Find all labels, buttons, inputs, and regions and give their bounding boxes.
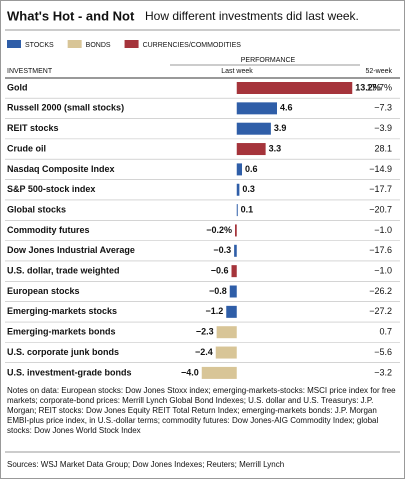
bar bbox=[216, 326, 237, 339]
legend-swatch bbox=[67, 40, 82, 48]
bar bbox=[236, 163, 242, 176]
value-label: −4.0 bbox=[181, 367, 199, 377]
legend-label: STOCKS bbox=[25, 42, 54, 49]
category-label: U.S. dollar, trade weighted bbox=[7, 266, 120, 276]
week52-value: 0.7 bbox=[379, 327, 392, 337]
category-label: Emerging-markets stocks bbox=[7, 306, 117, 316]
week52-value: −7.3 bbox=[374, 103, 392, 113]
week52-value: 17.7% bbox=[366, 82, 392, 92]
value-label: −1.2 bbox=[205, 306, 223, 316]
bar bbox=[235, 224, 237, 237]
week52-value: −26.2 bbox=[369, 286, 392, 296]
bar bbox=[201, 366, 237, 379]
bar bbox=[236, 204, 238, 217]
sources: Sources: WSJ Market Data Group; Dow Jone… bbox=[7, 460, 285, 469]
value-label: −2.3 bbox=[196, 327, 214, 337]
bar bbox=[236, 183, 240, 196]
value-label: 0.1 bbox=[241, 204, 254, 214]
chart-subtitle: How different investments did last week. bbox=[145, 9, 359, 23]
category-label: European stocks bbox=[7, 286, 80, 296]
week52-value: −14.9 bbox=[369, 164, 392, 174]
week52-value: −17.6 bbox=[369, 245, 392, 255]
week52-value: −27.2 bbox=[369, 306, 392, 316]
week52-value: −3.2 bbox=[374, 367, 392, 377]
bar bbox=[236, 122, 271, 135]
week52-value: −20.7 bbox=[369, 204, 392, 214]
column-header: 52-week bbox=[366, 68, 393, 75]
category-label: U.S. corporate junk bonds bbox=[7, 347, 119, 357]
legend-label: BONDS bbox=[86, 42, 111, 49]
value-label: 4.6 bbox=[280, 103, 293, 113]
week52-value: −1.0 bbox=[374, 225, 392, 235]
value-label: −0.2% bbox=[206, 225, 232, 235]
chart-title: What's Hot - and Not bbox=[7, 8, 135, 23]
category-label: Gold bbox=[7, 82, 28, 92]
category-label: Dow Jones Industrial Average bbox=[7, 245, 135, 255]
value-label: −2.4 bbox=[195, 347, 213, 357]
value-label: 0.6 bbox=[245, 164, 258, 174]
category-label: Commodity futures bbox=[7, 225, 90, 235]
week52-value: −5.6 bbox=[374, 347, 392, 357]
week52-value: 28.1 bbox=[374, 143, 392, 153]
category-label: REIT stocks bbox=[7, 123, 59, 133]
legend-swatch bbox=[7, 40, 21, 48]
category-label: Nasdaq Composite Index bbox=[7, 164, 115, 174]
category-label: Emerging-markets bonds bbox=[7, 327, 116, 337]
week52-value: −3.9 bbox=[374, 123, 392, 133]
bar bbox=[236, 102, 277, 115]
bar bbox=[226, 305, 237, 318]
bar bbox=[236, 143, 266, 156]
value-label: −0.3 bbox=[213, 245, 231, 255]
value-label: 3.3 bbox=[269, 143, 282, 153]
legend-label: CURRENCIES/COMMODITIES bbox=[143, 42, 242, 49]
value-label: 13.2% bbox=[355, 82, 381, 92]
bar bbox=[236, 82, 353, 94]
legend-swatch bbox=[124, 40, 139, 48]
bar bbox=[234, 244, 237, 257]
category-label: S&P 500-stock index bbox=[7, 184, 95, 194]
header-label: PERFORMANCE bbox=[241, 57, 296, 64]
week52-value: −17.7 bbox=[369, 184, 392, 194]
column-header: Last week bbox=[221, 68, 253, 75]
bar bbox=[231, 265, 237, 278]
category-label: INVESTMENT bbox=[7, 68, 53, 75]
bar bbox=[215, 346, 237, 359]
value-label: 0.3 bbox=[242, 184, 255, 194]
category-label: Global stocks bbox=[7, 204, 66, 214]
bar bbox=[229, 285, 237, 298]
category-label: Russell 2000 (small stocks) bbox=[7, 103, 124, 113]
category-label: U.S. investment-grade bonds bbox=[7, 367, 132, 377]
category-label: Crude oil bbox=[7, 143, 46, 153]
notes: Notes on data: European stocks: Dow Jone… bbox=[7, 386, 396, 435]
value-label: −0.6 bbox=[211, 266, 229, 276]
value-label: −0.8 bbox=[209, 286, 227, 296]
value-label: 3.9 bbox=[274, 123, 287, 133]
week52-value: −1.0 bbox=[374, 266, 392, 276]
